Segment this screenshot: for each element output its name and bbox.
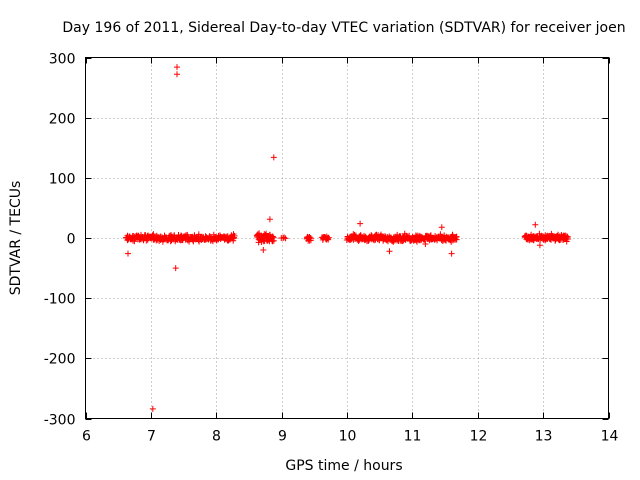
y-tick-label: 300 (49, 52, 76, 68)
x-tick-labels: 6 7 8 9 10 11 12 13 14 (82, 429, 618, 445)
data-point (172, 265, 179, 272)
x-tick-label: 12 (470, 429, 488, 445)
y-tick-label: -200 (44, 352, 76, 368)
data-points (123, 64, 571, 412)
data-point (281, 234, 288, 241)
data-point (125, 250, 131, 257)
data-point (266, 216, 273, 223)
y-tick-label: 200 (49, 112, 76, 128)
x-tick-label: 14 (601, 429, 619, 445)
x-tick-label: 11 (404, 429, 422, 445)
data-point (532, 221, 539, 228)
y-tick-labels: -300 -200 -100 0 100 200 300 (44, 52, 76, 429)
data-point (422, 241, 429, 247)
data-point (453, 236, 460, 243)
chart-title: Day 196 of 2011, Sidereal Day-to-day VTE… (62, 20, 625, 36)
y-tick-label: -100 (44, 292, 76, 308)
x-axis-label: GPS time / hours (285, 458, 402, 474)
x-tick-label: 13 (535, 429, 553, 445)
data-point (536, 242, 543, 249)
data-point (269, 233, 276, 240)
data-point (231, 232, 238, 239)
data-point (174, 64, 180, 71)
x-tick-label: 8 (212, 429, 221, 445)
data-point (386, 248, 393, 255)
y-tick-label: -300 (44, 413, 76, 429)
data-point (438, 224, 445, 231)
y-tick-label: 0 (67, 232, 76, 248)
x-tick-label: 6 (82, 429, 91, 445)
y-tick-label: 100 (49, 172, 76, 188)
data-point (307, 235, 314, 242)
data-point (174, 71, 180, 78)
data-point (448, 250, 455, 257)
x-tick-label: 10 (339, 429, 357, 445)
data-point (260, 247, 267, 253)
data-point (282, 235, 289, 242)
data-point (270, 154, 277, 161)
y-axis-label: SDTVAR / TECUs (8, 181, 24, 296)
axis-ticks (85, 57, 610, 420)
data-point (149, 405, 156, 412)
data-point (325, 234, 332, 241)
data-point (357, 220, 364, 227)
x-tick-label: 9 (278, 429, 287, 445)
data-point (270, 237, 277, 244)
x-tick-label: 7 (147, 429, 156, 445)
data-point (564, 236, 571, 242)
